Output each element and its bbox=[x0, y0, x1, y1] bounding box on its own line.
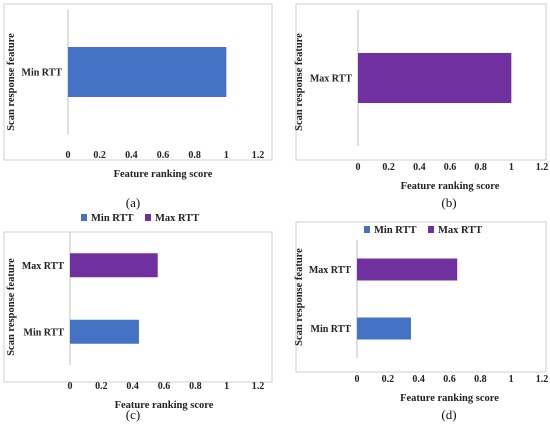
category-label: Max RTT bbox=[310, 74, 352, 85]
x-tick-label: 0.4 bbox=[413, 162, 426, 173]
y-axis-label: Scan response feature bbox=[294, 33, 305, 131]
x-tick-label: 1.2 bbox=[536, 162, 549, 173]
legend: Min RTT Max RTT bbox=[364, 225, 482, 236]
x-tick-label: 1 bbox=[509, 374, 514, 385]
x-tick-label: 0.8 bbox=[189, 381, 202, 392]
chart-frame bbox=[295, 3, 547, 161]
x-tick-label: 0 bbox=[356, 162, 361, 173]
x-tick-label: 0.6 bbox=[444, 162, 457, 173]
bar-min-rtt bbox=[70, 319, 139, 344]
chart-panel-1: Min RTT 0 0.2 0.4 0.6 0.8 1 1.2 Feature ranking … bbox=[3, 3, 273, 210]
legend-swatch-min-rtt bbox=[81, 214, 87, 221]
x-tick-label: 1 bbox=[509, 162, 514, 173]
bar-max-rtt bbox=[70, 253, 158, 278]
bar-min-rtt bbox=[68, 47, 227, 97]
category-label: Max RTT bbox=[22, 261, 64, 272]
x-axis-label: Feature ranking score bbox=[400, 393, 499, 404]
bar-max-rtt bbox=[357, 258, 458, 281]
x-tick-label: 0.4 bbox=[126, 381, 139, 392]
x-tick-label: 0 bbox=[66, 150, 71, 161]
x-tick-label: 1.2 bbox=[252, 381, 265, 392]
x-tick-label: 1 bbox=[224, 381, 229, 392]
bar-min-rtt bbox=[357, 317, 411, 340]
legend-label: Max RTT bbox=[438, 225, 482, 236]
x-tick-label: 1 bbox=[224, 150, 229, 161]
x-tick-label: 0.8 bbox=[474, 374, 487, 385]
x-tick-label: 0.2 bbox=[382, 374, 395, 385]
x-tick-label: 0.6 bbox=[443, 374, 456, 385]
x-tick-label: 0 bbox=[355, 374, 360, 385]
chart-panel-3: Min RTT Max RTT 0 0.2 0.4 0.6 0.8 1 1.2 Feature r… bbox=[3, 213, 273, 422]
panel-caption: (d) bbox=[441, 407, 456, 422]
x-tick-label: 1.2 bbox=[252, 150, 265, 161]
x-tick-label: 0.2 bbox=[93, 150, 106, 161]
legend-label: Min RTT bbox=[91, 213, 134, 224]
panel-caption: (b) bbox=[441, 195, 456, 210]
x-axis-label: Feature ranking score bbox=[401, 181, 500, 192]
legend-swatch-min-rtt bbox=[364, 226, 370, 233]
x-tick-label: 0.6 bbox=[157, 150, 170, 161]
x-tick-label: 0.2 bbox=[95, 381, 108, 392]
bar-max-rtt bbox=[358, 53, 512, 103]
x-axis-label: Feature ranking score bbox=[114, 169, 213, 180]
x-tick-label: 1.2 bbox=[536, 374, 549, 385]
x-tick-label: 0.8 bbox=[188, 150, 201, 161]
category-label: Min RTT bbox=[311, 324, 352, 335]
legend-swatch-max-rtt bbox=[145, 214, 151, 221]
x-tick-label: 0.2 bbox=[382, 162, 395, 173]
legend: Min RTT Max RTT bbox=[81, 213, 199, 224]
x-tick-label: 0.4 bbox=[125, 150, 138, 161]
panel-caption: (c) bbox=[126, 407, 140, 422]
panel-caption: (a) bbox=[126, 195, 140, 210]
x-tick-label: 0 bbox=[68, 381, 73, 392]
x-axis-label: Feature ranking score bbox=[115, 400, 214, 411]
y-axis-label: Scan response feature bbox=[294, 248, 305, 346]
y-axis-label: Scan response feature bbox=[6, 33, 17, 131]
y-axis-label: Scan response feature bbox=[6, 258, 17, 356]
legend-label: Min RTT bbox=[374, 225, 417, 236]
category-label: Min RTT bbox=[22, 68, 63, 79]
legend-label: Max RTT bbox=[155, 213, 199, 224]
category-label: Min RTT bbox=[24, 327, 65, 338]
x-tick-label: 0.6 bbox=[158, 381, 171, 392]
x-tick-label: 0.8 bbox=[474, 162, 487, 173]
legend-swatch-max-rtt bbox=[428, 226, 434, 233]
category-label: Max RTT bbox=[309, 265, 351, 276]
x-tick-label: 0.4 bbox=[412, 374, 425, 385]
chart-frame bbox=[3, 3, 273, 161]
chart-frame bbox=[295, 221, 547, 373]
chart-panel-4: Min RTT Max RTT 0 0.2 0.4 0.6 0.8 1 1.2 Feature r… bbox=[294, 221, 549, 422]
chart-frame bbox=[3, 231, 273, 383]
chart-panel-2: Max RTT 0 0.2 0.4 0.6 0.8 1 1.2 Feature ranking … bbox=[294, 3, 549, 210]
